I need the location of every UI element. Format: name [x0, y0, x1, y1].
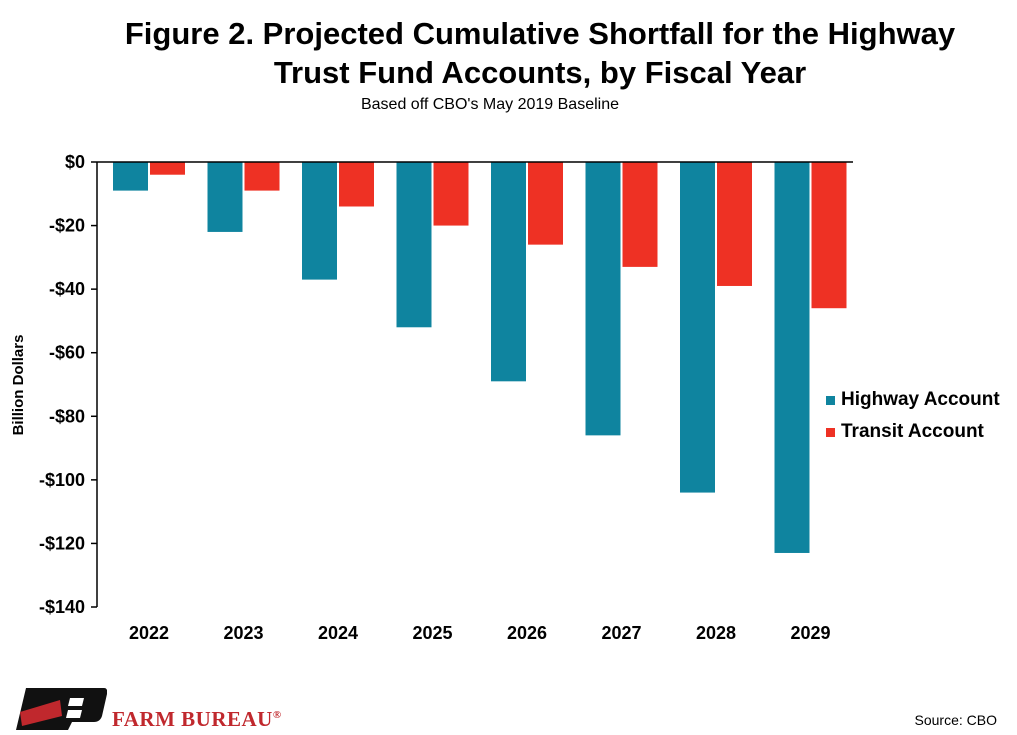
- bar-highway-account-2028: [680, 162, 715, 493]
- x-tick-label: 2026: [507, 623, 547, 643]
- bar-highway-account-2023: [207, 162, 243, 232]
- brand-registered-mark: ®: [272, 709, 282, 721]
- y-tick-label: -$20: [49, 216, 85, 236]
- bar-transit-account-2024: [339, 162, 374, 207]
- source-note: Source: CBO: [914, 712, 997, 728]
- bar-transit-account-2026: [528, 162, 563, 245]
- bar-highway-account-2027: [585, 162, 621, 436]
- legend-item-highway: Highway Account: [826, 384, 1000, 416]
- y-tick-label: -$140: [39, 597, 85, 617]
- y-tick-label: -$60: [49, 343, 85, 363]
- x-tick-label: 2025: [412, 623, 452, 643]
- legend-swatch-transit: [826, 427, 835, 437]
- x-tick-label: 2024: [318, 623, 358, 643]
- legend-label-transit: Transit Account: [841, 421, 984, 442]
- bar-transit-account-2023: [244, 162, 280, 191]
- y-tick-label: -$120: [39, 533, 85, 553]
- legend-label-highway: Highway Account: [841, 389, 1000, 410]
- x-tick-label: 2029: [790, 623, 830, 643]
- chart-title-line-2: Trust Fund Accounts, by Fiscal Year: [273, 55, 807, 90]
- y-axis-label: Billion Dollars: [10, 335, 27, 436]
- x-tick-label: 2022: [129, 623, 169, 643]
- bar-highway-account-2025: [396, 162, 432, 328]
- x-ticks-group: 2022 2023 2024 2025 2026 2027 2028 2029: [129, 623, 831, 643]
- y-tick-label: -$80: [49, 406, 85, 426]
- x-tick-label: 2028: [696, 623, 736, 643]
- chart-title-line-1: Figure 2. Projected Cumulative Shortfall…: [124, 16, 956, 51]
- bar-highway-account-2026: [491, 162, 526, 382]
- y-tick-label: -$40: [49, 279, 85, 299]
- bar-transit-account-2025: [433, 162, 469, 226]
- brand-name: FARM BUREAU®: [112, 707, 282, 732]
- y-tick-label: -$100: [39, 470, 85, 490]
- bar-transit-account-2028: [717, 162, 752, 286]
- y-tick-label: $0: [65, 152, 85, 172]
- bar-transit-account-2022: [150, 162, 185, 175]
- x-tick-label: 2023: [223, 623, 263, 643]
- farm-bureau-logo-icon: [16, 688, 107, 730]
- bars-group: [113, 162, 847, 553]
- chart-title: Figure 2. Projected Cumulative Shortfall…: [60, 14, 1017, 92]
- bar-highway-account-2024: [302, 162, 337, 280]
- bar-highway-account-2029: [774, 162, 810, 553]
- y-ticks-group: $0 -$20 -$40 -$60 -$80 -$100 -$120 -$140: [39, 152, 97, 617]
- brand-name-text: FARM BUREAU: [112, 707, 273, 731]
- chart-subtitle: Based off CBO's May 2019 Baseline: [360, 96, 619, 113]
- bar-highway-account-2022: [113, 162, 148, 191]
- x-tick-label: 2027: [601, 623, 641, 643]
- legend: Highway Account Transit Account: [826, 384, 1000, 448]
- legend-item-transit: Transit Account: [826, 416, 1000, 448]
- legend-swatch-highway: [826, 395, 835, 405]
- bar-transit-account-2027: [622, 162, 658, 267]
- bar-transit-account-2029: [811, 162, 847, 309]
